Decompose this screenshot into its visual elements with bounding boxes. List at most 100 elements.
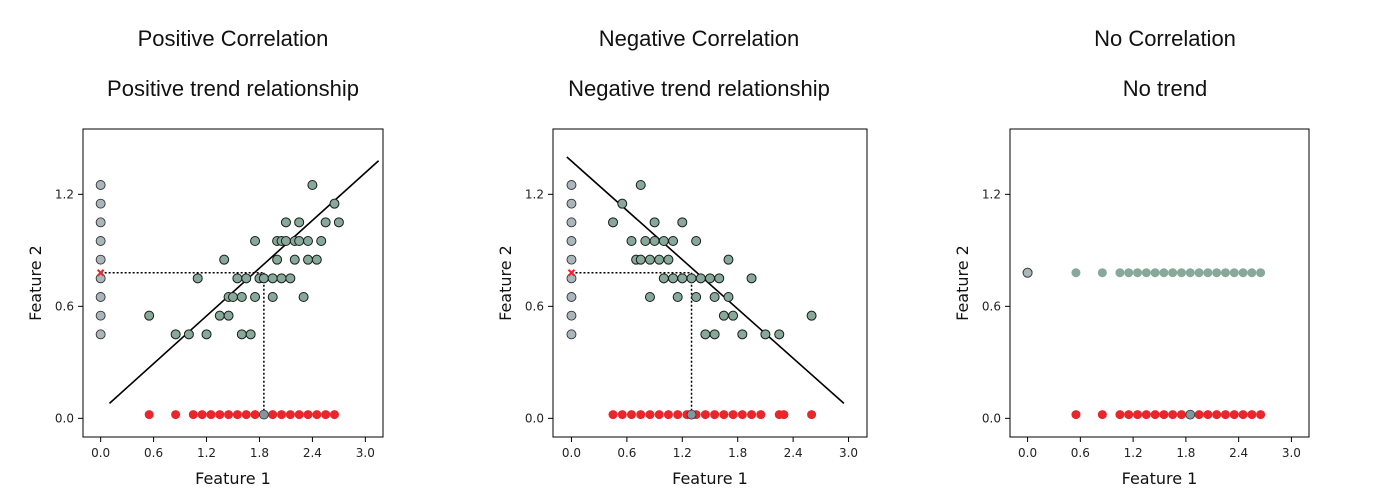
data-point — [1159, 268, 1169, 278]
chart-negative: Negative Correlation Negative trend rela… — [466, 0, 932, 500]
projected-x-point — [719, 410, 729, 420]
data-point — [219, 254, 230, 265]
data-point — [1203, 268, 1213, 278]
projected-y-point — [1022, 267, 1033, 278]
data-point — [1133, 268, 1143, 278]
data-point — [709, 329, 720, 340]
data-point — [617, 198, 628, 209]
data-point — [626, 236, 637, 246]
projected-x-point — [171, 410, 181, 420]
projected-x-point — [1133, 410, 1143, 420]
data-point — [294, 236, 305, 246]
projected-x-point — [1115, 410, 1125, 420]
data-point — [635, 180, 646, 190]
projected-y-point — [95, 198, 106, 209]
chart-title: Negative Correlation — [598, 26, 800, 51]
projected-x-point — [1097, 410, 1107, 420]
data-point — [737, 329, 748, 340]
x-tick-label: 1.2 — [1124, 446, 1143, 460]
data-point — [658, 236, 669, 246]
x-axis-label: Feature 1 — [195, 469, 271, 488]
data-point — [649, 217, 660, 228]
data-point — [280, 217, 291, 228]
projected-y-point — [95, 329, 106, 340]
data-point — [714, 273, 725, 284]
data-point — [1150, 268, 1160, 278]
projected-x-point — [206, 410, 216, 420]
data-point — [1229, 268, 1239, 278]
projected-x-point — [215, 410, 225, 420]
data-point — [668, 273, 679, 284]
x-tick-label: 3.0 — [839, 446, 858, 460]
projected-y-point — [95, 236, 106, 246]
data-point — [307, 180, 318, 190]
x-axis-label: Feature 1 — [672, 469, 748, 488]
x-tick-label: 0.0 — [91, 446, 110, 460]
projected-x-point — [144, 410, 154, 420]
data-point — [668, 236, 679, 246]
y-tick-label: 0.6 — [525, 299, 544, 313]
data-point — [677, 273, 688, 284]
projected-y-point — [95, 217, 106, 228]
data-point — [267, 273, 278, 284]
data-point — [329, 198, 340, 209]
data-point — [700, 329, 711, 340]
axes-frame — [1009, 128, 1310, 438]
projected-y-point — [566, 292, 577, 302]
data-point — [1097, 268, 1107, 278]
data-point — [728, 310, 739, 321]
data-point — [686, 273, 697, 284]
plot-area: 0.0 0.6 1.2 1.8 2.4 3.0 0.0 0.6 1.2 Feature 1 Feat… — [26, 128, 384, 488]
chart-subtitle: Positive trend relationship — [107, 76, 359, 101]
projected-x-point — [312, 410, 322, 420]
data-point — [709, 292, 720, 302]
projected-x-point — [1176, 410, 1186, 420]
projected-y-point — [566, 310, 577, 321]
x-tick-label: 1.8 — [250, 446, 269, 460]
data-point — [280, 236, 291, 246]
data-point — [223, 310, 234, 321]
data-point — [1238, 268, 1248, 278]
projected-x-point — [294, 410, 304, 420]
projected-x-point — [756, 410, 766, 420]
axes-frame — [552, 128, 868, 438]
data-point — [649, 236, 660, 246]
data-point — [294, 217, 305, 228]
data-point — [250, 292, 261, 302]
chart-title: No Correlation — [1094, 26, 1236, 51]
projected-y-point — [566, 198, 577, 209]
data-point — [311, 254, 322, 265]
chart-subtitle: Negative trend relationship — [568, 76, 830, 101]
x-tick-label: 1.8 — [1176, 446, 1195, 460]
projected-x-point — [232, 410, 242, 420]
x-tick-label: 1.2 — [197, 446, 216, 460]
projected-x-point — [1212, 410, 1222, 420]
data-point — [170, 329, 181, 340]
projected-x-point — [224, 410, 234, 420]
data-point — [644, 292, 655, 302]
data-point — [276, 273, 287, 284]
projected-x-point — [645, 410, 655, 420]
data-point — [267, 292, 278, 302]
data-point — [183, 329, 194, 340]
projected-x-point — [268, 410, 278, 420]
data-point — [303, 236, 313, 246]
data-point — [1247, 268, 1257, 278]
y-tick-label: 0.0 — [982, 411, 1001, 425]
projected-x-point — [1194, 410, 1204, 420]
data-point — [333, 217, 344, 228]
projected-x-point — [1071, 410, 1081, 420]
x-tick-label: 0.0 — [1018, 446, 1037, 460]
y-tick-label: 0.0 — [525, 411, 544, 425]
projected-y-point — [95, 310, 106, 321]
x-tick-label: 0.6 — [144, 446, 163, 460]
projected-y-point — [566, 236, 577, 246]
data-point — [760, 329, 771, 340]
data-point — [644, 254, 655, 265]
highlight-marker-y — [567, 269, 576, 277]
data-point — [272, 254, 283, 265]
data-point — [232, 273, 243, 284]
projected-x-point — [285, 410, 295, 420]
data-point — [250, 236, 261, 246]
data-point — [672, 292, 683, 302]
